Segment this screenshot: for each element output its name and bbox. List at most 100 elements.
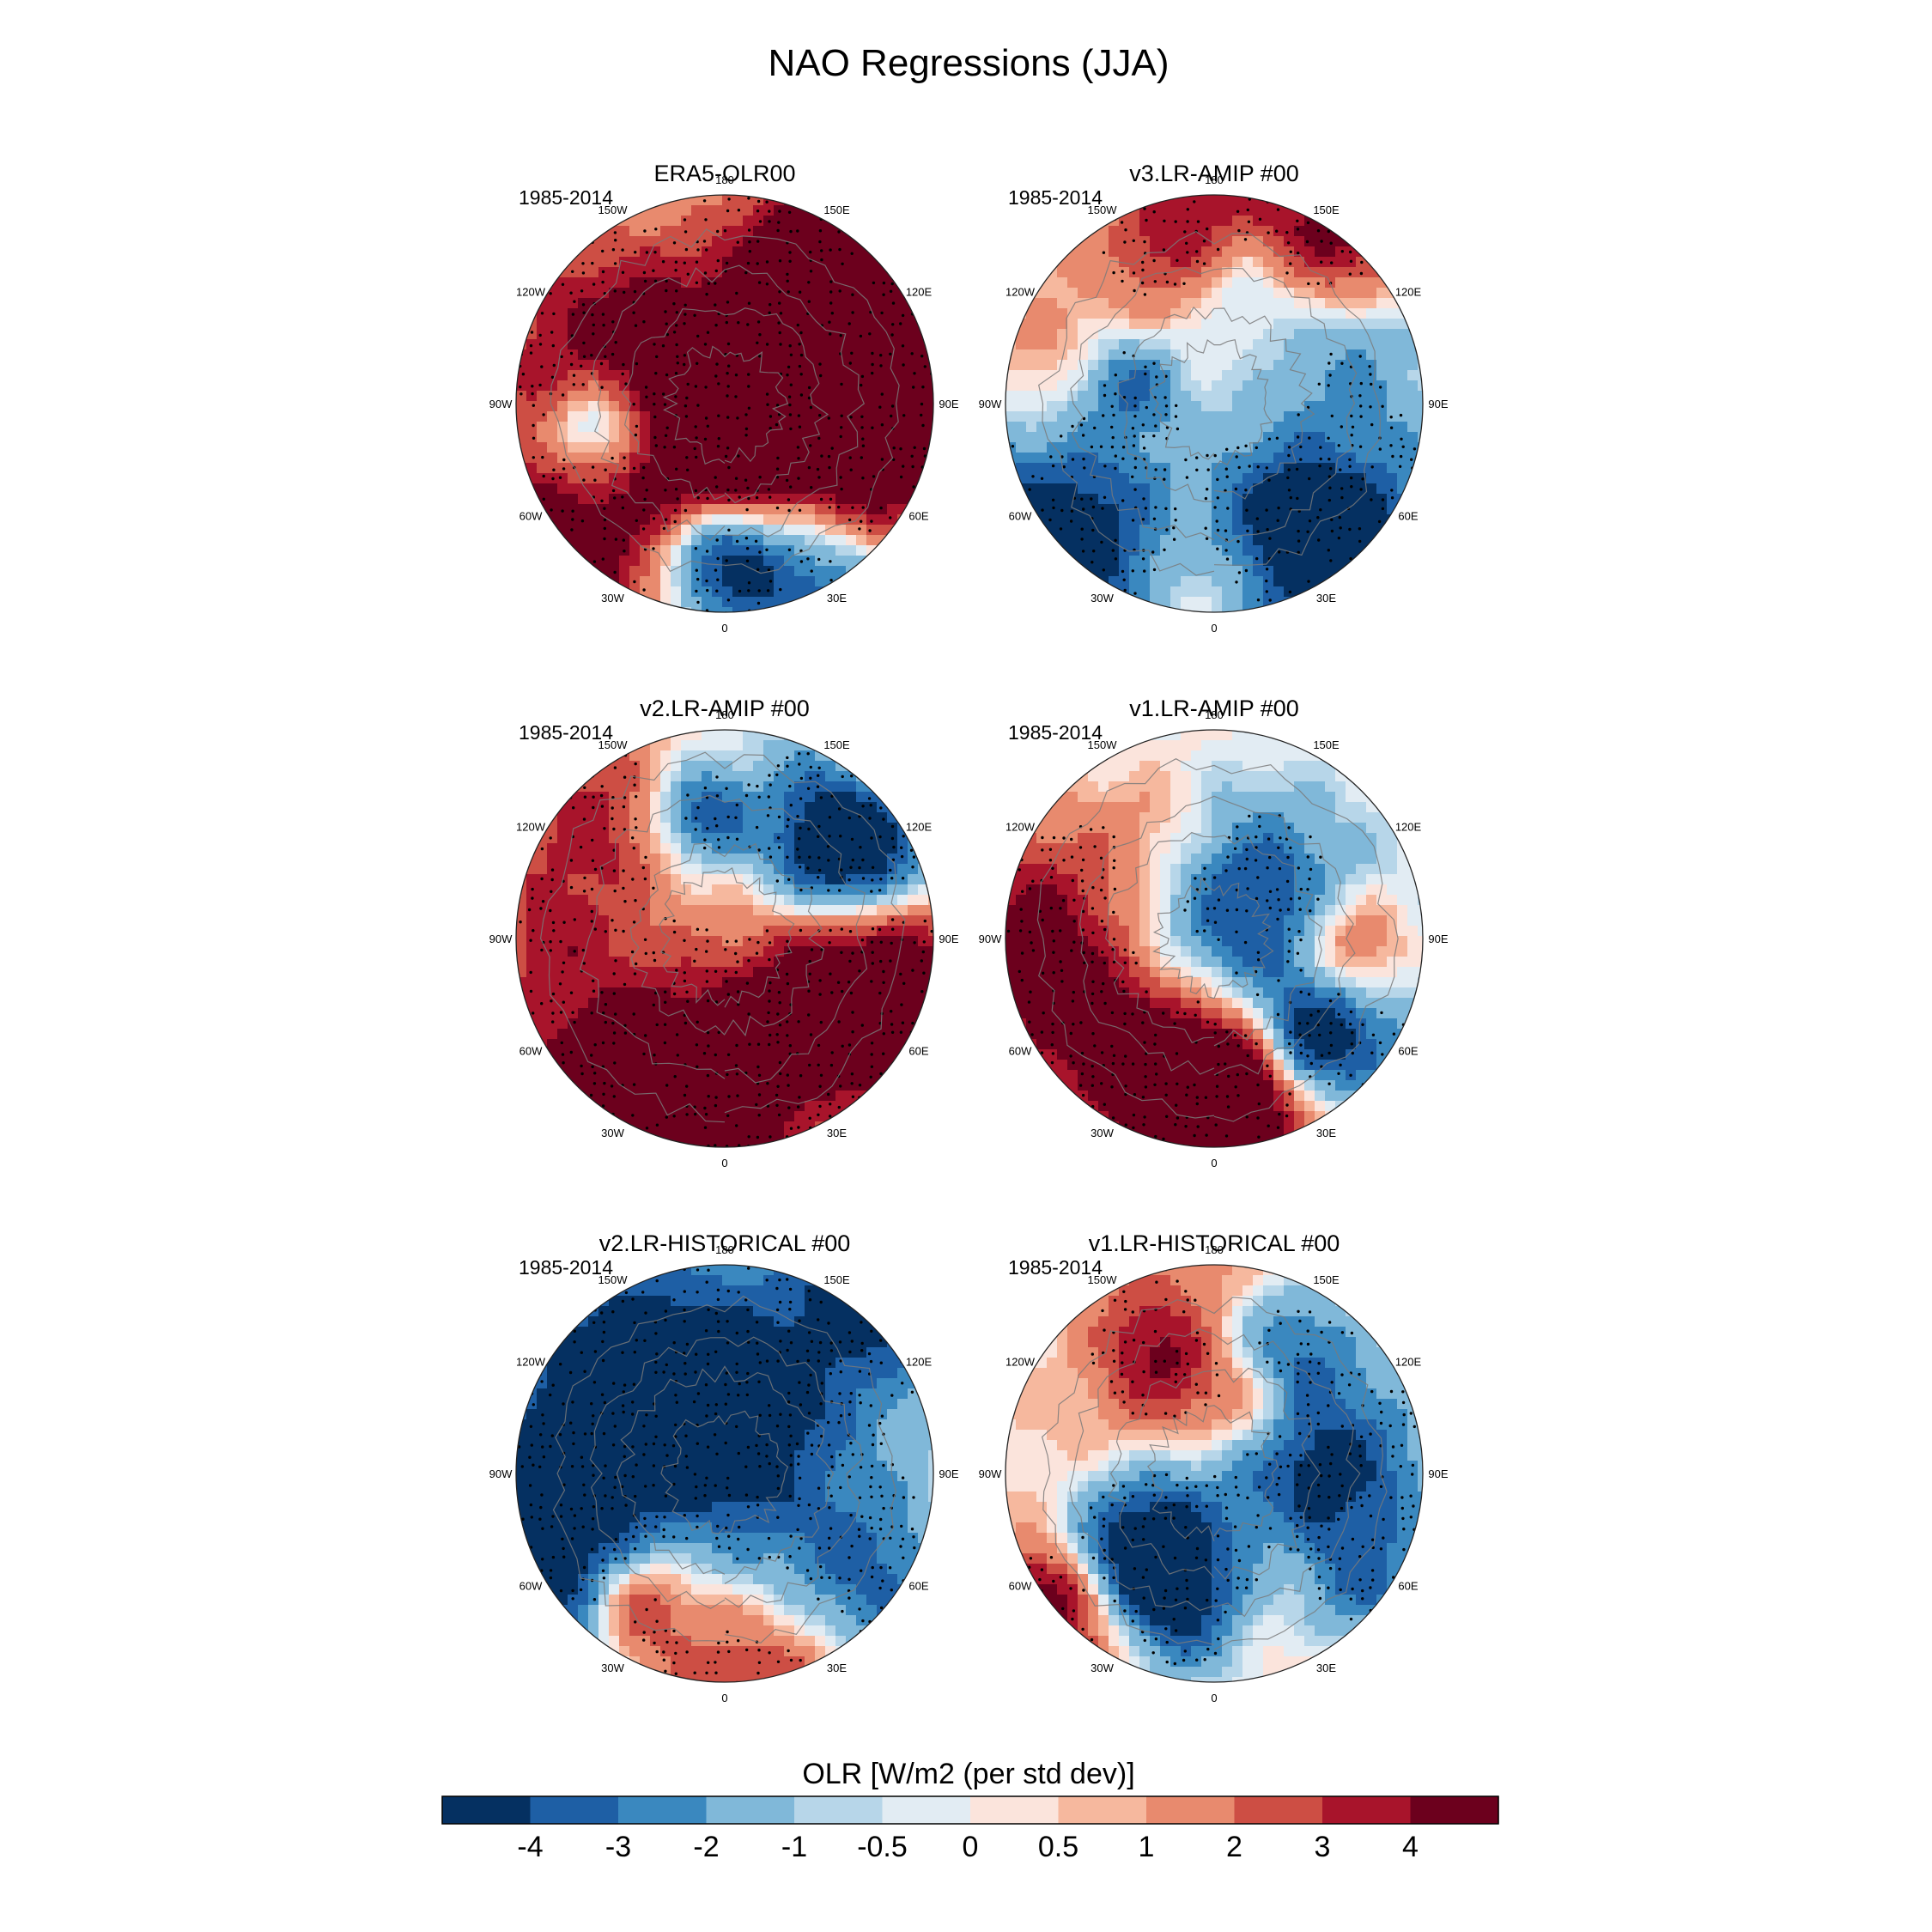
field-cell: [877, 483, 888, 495]
field-cell: [588, 833, 599, 844]
field-cell: [1170, 370, 1182, 381]
field-cell: [1057, 391, 1068, 402]
field-cell: [537, 442, 548, 453]
significance-dot: [1350, 414, 1353, 418]
field-cell: [712, 854, 723, 865]
field-cell: [805, 339, 816, 350]
significance-dot: [725, 320, 728, 325]
significance-dot: [542, 413, 545, 416]
significance-dot: [850, 837, 854, 841]
significance-dot: [519, 869, 522, 872]
significance-dot: [1381, 507, 1385, 511]
significance-dot: [1340, 250, 1345, 253]
significance-dot: [775, 773, 779, 776]
field-cell: [660, 586, 671, 598]
field-cell: [856, 566, 867, 577]
significance-dot: [828, 835, 831, 838]
significance-dot: [717, 437, 720, 440]
significance-dot: [1330, 414, 1334, 418]
field-cell: [1191, 391, 1202, 402]
field-cell: [1047, 494, 1058, 505]
field-cell: [650, 226, 661, 237]
significance-dot: [870, 940, 874, 944]
field-cell: [774, 504, 785, 515]
field-cell: [619, 298, 630, 309]
field-cell: [671, 288, 682, 299]
field-cell: [650, 833, 661, 844]
field-cell: [598, 926, 610, 937]
field-cell: [877, 915, 888, 927]
significance-dot: [601, 280, 605, 284]
field-cell: [835, 504, 847, 515]
significance-dot: [1041, 508, 1044, 512]
significance-dot: [765, 548, 769, 551]
significance-dot: [902, 529, 907, 532]
significance-dot: [841, 262, 844, 265]
significance-dot: [705, 950, 708, 953]
significance-dot: [703, 437, 708, 441]
significance-dot: [695, 281, 699, 284]
field-cell: [1376, 535, 1388, 546]
field-cell: [753, 957, 764, 968]
field-cell: [1119, 401, 1130, 412]
field-cell: [691, 802, 702, 813]
field-cell: [1366, 514, 1377, 526]
field-cell: [1284, 257, 1295, 268]
significance-dot: [809, 776, 812, 780]
significance-dot: [569, 291, 573, 295]
significance-dot: [726, 598, 731, 602]
significance-dot: [562, 458, 566, 462]
field-cell: [815, 277, 826, 289]
field-cell: [1109, 349, 1120, 361]
field-cell: [1232, 319, 1243, 330]
field-cell: [1078, 319, 1089, 330]
field-cell: [1387, 360, 1398, 371]
field-cell: [1201, 504, 1212, 515]
significance-dot: [1131, 427, 1135, 430]
significance-dot: [1289, 262, 1292, 265]
significance-dot: [923, 476, 927, 480]
field-cell: [1212, 205, 1223, 216]
significance-dot: [1133, 465, 1138, 470]
field-cell: [681, 915, 692, 927]
field-cell: [887, 267, 898, 278]
field-cell: [526, 391, 538, 402]
field-cell: [805, 360, 816, 371]
field-cell: [825, 349, 836, 361]
field-cell: [1242, 442, 1254, 453]
significance-dot: [582, 890, 586, 893]
field-cell: [743, 874, 754, 885]
field-cell: [897, 463, 908, 474]
field-cell: [1284, 226, 1295, 237]
field-cell: [1407, 422, 1419, 433]
significance-dot: [705, 293, 708, 296]
field-cell: [1201, 298, 1212, 309]
field-cell: [774, 607, 785, 612]
significance-dot: [899, 322, 902, 325]
field-cell: [1366, 349, 1377, 361]
field-cell: [1191, 329, 1202, 340]
significance-dot: [1268, 598, 1272, 602]
field-cell: [557, 884, 568, 896]
significance-dot: [798, 866, 802, 869]
field-cell: [805, 257, 816, 268]
field-cell: [1139, 463, 1151, 474]
field-cell: [866, 957, 878, 968]
significance-dot: [1265, 466, 1269, 470]
significance-dot: [1340, 425, 1344, 428]
significance-dot: [799, 826, 802, 829]
field-cell: [547, 319, 558, 330]
field-cell: [732, 730, 744, 741]
field-cell: [1005, 473, 1017, 484]
field-cell: [1036, 453, 1048, 464]
field-cell: [691, 411, 702, 422]
field-cell: [1387, 391, 1398, 402]
significance-dot: [1122, 578, 1126, 581]
field-cell: [794, 216, 805, 227]
field-cell: [1057, 535, 1068, 546]
significance-dot: [890, 877, 894, 880]
field-cell: [712, 483, 723, 495]
significance-dot: [531, 385, 534, 388]
field-cell: [1387, 339, 1398, 350]
significance-dot: [572, 383, 575, 386]
